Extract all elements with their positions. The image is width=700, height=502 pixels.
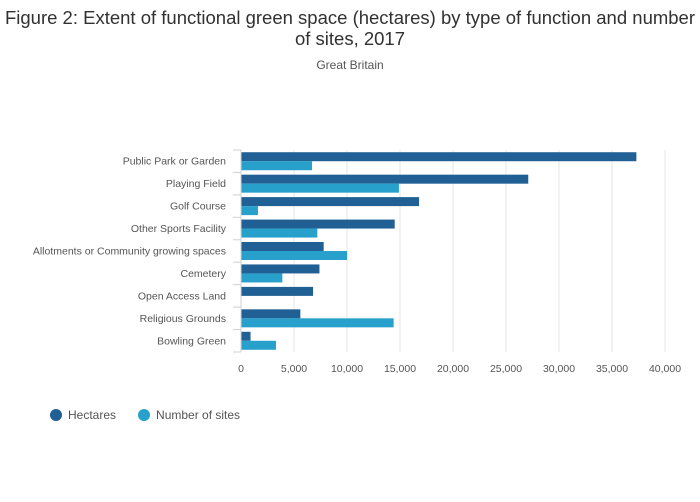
x-tick-label: 20,000 xyxy=(437,363,469,375)
chart-title: Figure 2: Extent of functional green spa… xyxy=(4,7,696,49)
bar-hectares xyxy=(241,309,301,319)
x-tick-label: 5,000 xyxy=(281,363,307,375)
legend-label-hectares: Hectares xyxy=(68,408,117,422)
category-label: Cemetery xyxy=(180,268,226,280)
bar-hectares xyxy=(241,174,529,184)
bar-number-of-sites xyxy=(241,340,276,350)
x-tick-label: 35,000 xyxy=(596,363,628,375)
bar-number-of-sites xyxy=(241,318,394,328)
bar-hectares xyxy=(241,242,324,251)
bar-number-of-sites xyxy=(241,183,399,193)
bar-hectares xyxy=(241,197,420,207)
x-tick-label: 30,000 xyxy=(543,363,575,375)
bar-number-of-sites xyxy=(241,161,313,171)
x-tick-label: 15,000 xyxy=(384,363,416,375)
bar-number-of-sites xyxy=(241,251,347,260)
category-label: Other Sports Facility xyxy=(131,223,227,235)
legend-item-number-of-sites[interactable]: Number of sites xyxy=(138,408,240,422)
bar-hectares xyxy=(241,264,320,274)
bar-hectares xyxy=(241,286,314,296)
legend-swatch-hectares xyxy=(50,409,62,421)
x-tick-label: 10,000 xyxy=(331,363,363,375)
category-label: Open Access Land xyxy=(138,290,226,302)
bar-number-of-sites xyxy=(241,206,258,216)
x-tick-label: 40,000 xyxy=(649,363,681,375)
category-label: Allotments or Community growing spaces xyxy=(33,246,226,258)
bar-hectares xyxy=(241,219,395,229)
category-label: Religious Grounds xyxy=(140,313,226,325)
legend-swatch-number-of-sites xyxy=(138,409,151,421)
bar-hectares xyxy=(241,331,251,341)
x-tick-label: 25,000 xyxy=(490,363,522,375)
bar-number-of-sites xyxy=(241,228,318,238)
legend-item-hectares[interactable]: Hectares xyxy=(50,408,116,422)
legend: Hectares Number of sites xyxy=(50,408,240,422)
category-label: Playing Field xyxy=(166,178,226,190)
x-tick-label: 0 xyxy=(238,363,244,375)
bar-number-of-sites xyxy=(241,273,283,283)
category-label: Golf Course xyxy=(170,201,226,213)
chart-subtitle: Great Britain xyxy=(316,58,384,72)
category-label: Public Park or Garden xyxy=(123,156,226,168)
bar-hectares xyxy=(241,152,637,162)
legend-label-number-of-sites: Number of sites xyxy=(156,408,241,422)
category-label: Bowling Green xyxy=(157,335,226,347)
